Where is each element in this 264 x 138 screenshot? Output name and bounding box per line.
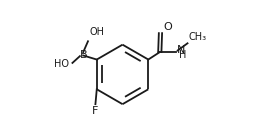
Text: H: H <box>179 51 186 60</box>
Text: HO: HO <box>54 59 69 69</box>
Text: O: O <box>163 22 172 32</box>
Text: F: F <box>92 106 99 116</box>
Text: B: B <box>79 51 87 60</box>
Text: CH₃: CH₃ <box>189 32 207 42</box>
Text: N: N <box>177 45 185 55</box>
Text: OH: OH <box>89 26 104 37</box>
